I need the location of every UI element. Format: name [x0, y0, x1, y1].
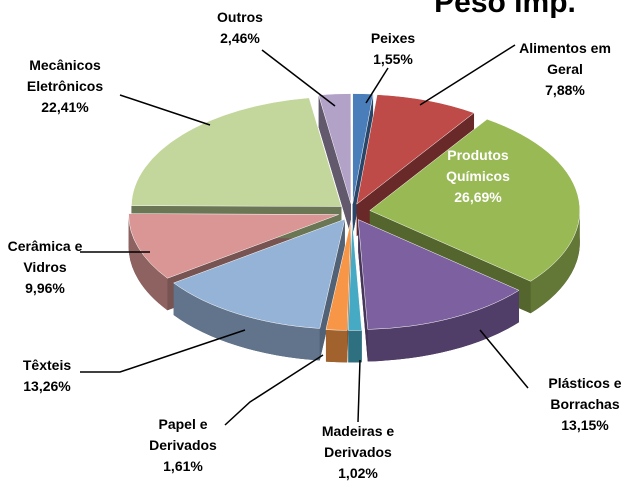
chart-title: Peso Imp. [434, 0, 576, 19]
slice [318, 93, 352, 204]
category-name: Alimentos em Geral [519, 40, 611, 77]
category-name: Peixes [370, 30, 416, 46]
slice-label: Mecânicos Eletrônicos 22,41% [10, 55, 120, 118]
slice [348, 220, 363, 331]
slice-label: Cerâmica e Vidros 9,96% [0, 236, 95, 299]
slice [352, 93, 374, 204]
leader-line [80, 329, 246, 373]
slice [357, 219, 520, 330]
slice-side [325, 329, 348, 363]
value-label: 1,61% [163, 458, 203, 474]
slice-wall [319, 219, 345, 361]
value-label: 1,02% [338, 465, 378, 481]
slice-label: Produtos Químicos 26,69% [428, 145, 528, 208]
leader-line [357, 359, 361, 423]
slice-label: Outros 2,46% [200, 7, 280, 49]
slice-label: Papel e Derivados 1,61% [138, 414, 228, 477]
slice-side [530, 210, 580, 314]
leader-line [261, 49, 336, 107]
category-name: Outros [217, 9, 263, 25]
pie [128, 93, 580, 363]
value-label: 9,96% [25, 280, 65, 296]
slice-wall [318, 94, 351, 236]
value-label: 22,41% [41, 99, 89, 115]
slice-label: Alimentos em Geral 7,88% [505, 38, 625, 101]
slice-label: Plásticos e Borrachas 13,15% [535, 373, 632, 436]
value-label: 2,46% [220, 30, 260, 46]
value-label: 13,26% [23, 378, 71, 394]
category-name: Plásticos e Borrachas [548, 375, 622, 412]
leader-line [365, 67, 389, 104]
slice-wall [358, 219, 368, 362]
slice-side [367, 290, 519, 362]
slice-side [173, 282, 320, 361]
slice [369, 118, 580, 282]
slice-label: Peixes 1,55% [348, 28, 438, 70]
category-name: Papel e Derivados [149, 416, 217, 453]
category-name: Produtos Químicos [446, 147, 510, 184]
leader-line [479, 329, 529, 389]
category-name: Cerâmica e Vidros [7, 238, 83, 275]
slice-label: Têxteis 13,26% [7, 355, 87, 397]
value-label: 7,88% [545, 82, 585, 98]
slice [131, 97, 342, 207]
category-name: Madeiras e Derivados [321, 423, 395, 460]
category-name: Mecânicos Eletrônicos [26, 57, 104, 94]
value-label: 26,69% [454, 189, 502, 205]
leader-line [119, 94, 211, 126]
slice [128, 213, 339, 279]
slice-side [128, 214, 168, 311]
leader-line [419, 44, 516, 106]
value-label: 1,55% [373, 51, 413, 67]
value-label: 13,15% [561, 417, 609, 433]
category-name: Têxteis [22, 357, 72, 373]
slice [173, 218, 346, 329]
slice-label: Madeiras e Derivados 1,02% [303, 421, 413, 484]
slice [325, 220, 352, 331]
slice-side [348, 330, 362, 363]
leader-line [224, 354, 324, 426]
